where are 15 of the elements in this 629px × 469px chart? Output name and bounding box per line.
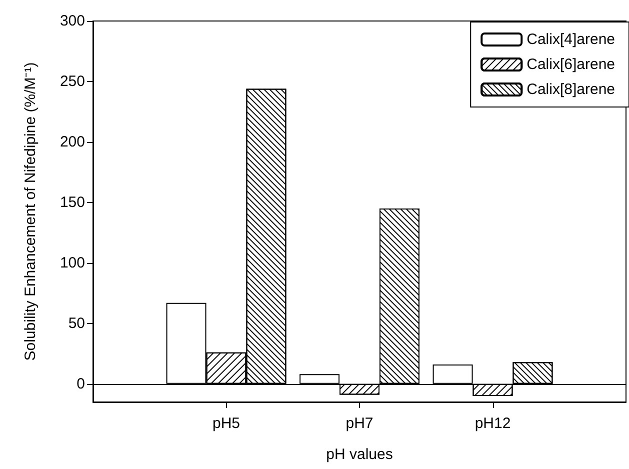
y-tick-label: 150 [60,194,85,211]
y-tick-label: 50 [68,314,85,332]
y-tick-label: 0 [76,375,85,392]
y-tick-label: 300 [60,12,85,30]
x-tick-label: pH5 [212,415,240,432]
y-tick-label: 100 [60,254,85,272]
x-axis-title: pH values [326,446,393,463]
legend-label: Calix[8]arene [526,81,616,98]
y-axis-title: Solubility Enhancement of Nifedipine (%/M⁻¹) [22,62,39,361]
legend-label: Calix[4]arene [526,31,616,48]
x-tick-label: pH7 [346,415,374,432]
y-tick-label: 200 [60,133,85,150]
y-tick-label: 250 [60,72,85,90]
legend-label: Calix[6]arene [526,56,616,73]
x-tick-label: pH12 [474,415,511,432]
